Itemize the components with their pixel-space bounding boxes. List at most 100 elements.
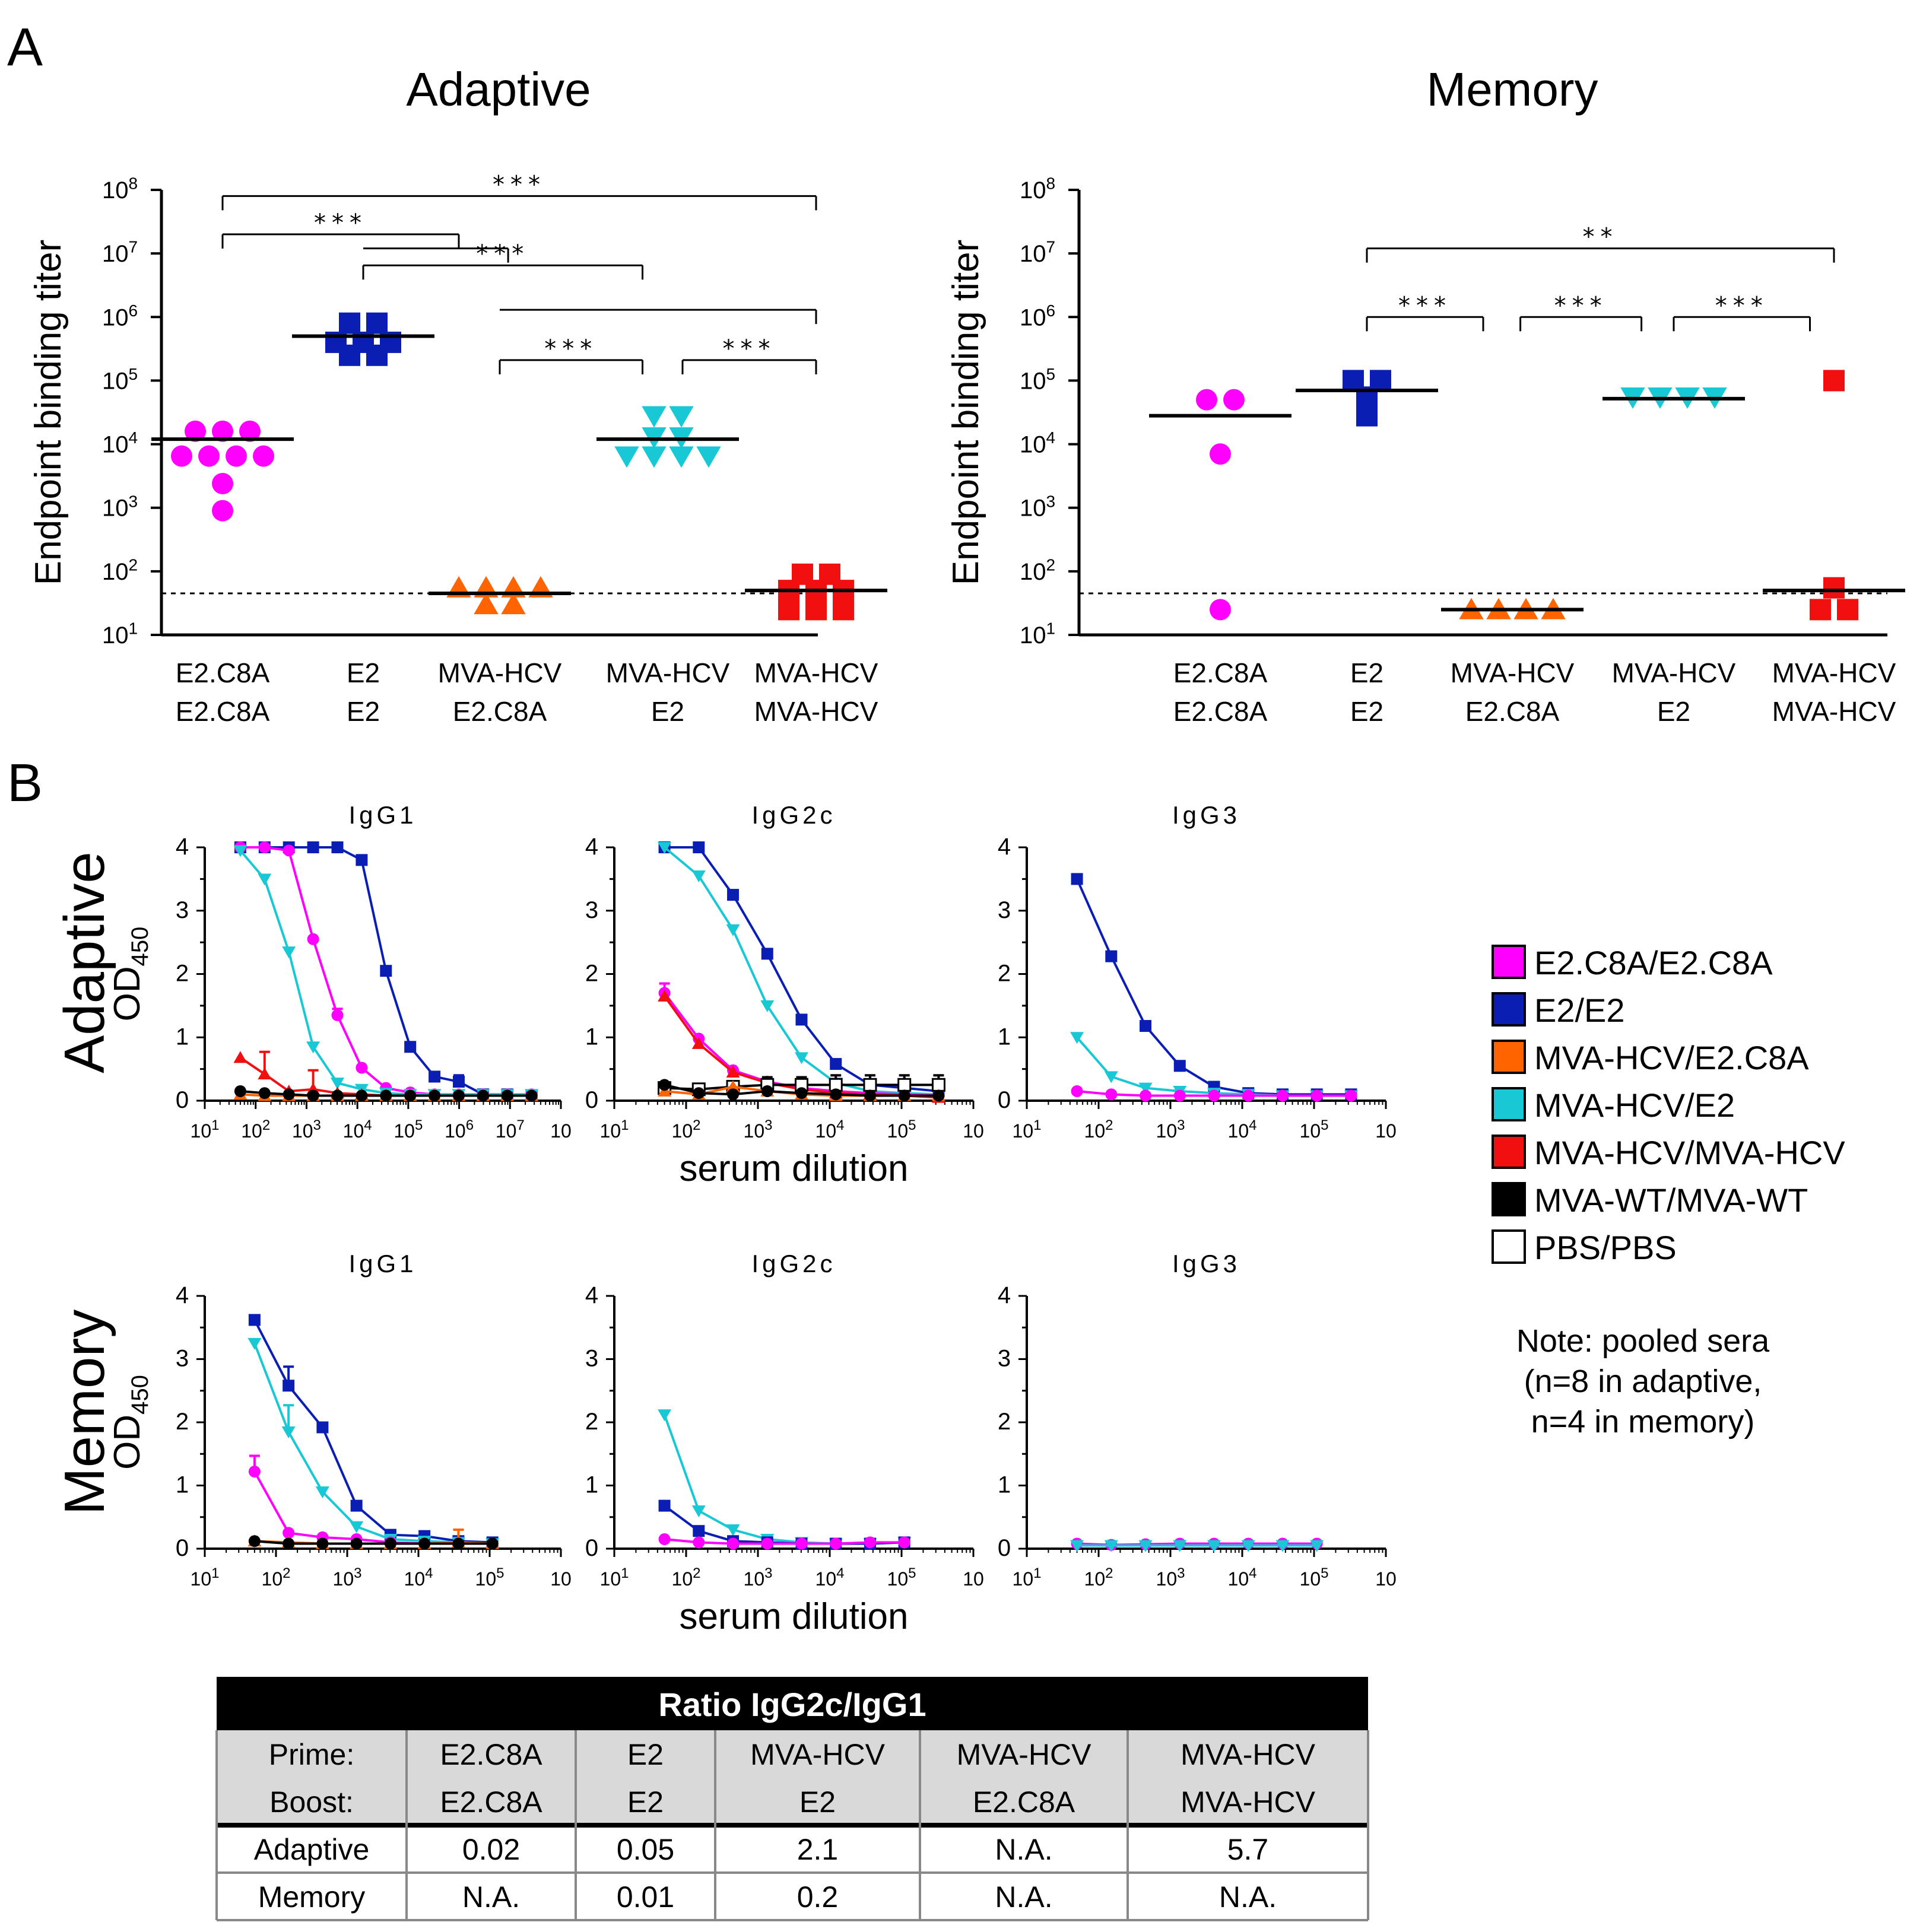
table-header-cell: E2.C8A — [440, 1738, 542, 1771]
y-tick-label: 3 — [176, 1346, 189, 1372]
data-point — [366, 312, 388, 334]
chart-title: IgG3 — [1172, 1250, 1240, 1278]
group-4: MVA-HCV MVA-HCV — [1763, 370, 1905, 727]
table-cell: 2.1 — [797, 1833, 839, 1866]
x-axis-label: serum dilution — [680, 1596, 909, 1637]
chart-title: IgG2c — [751, 1250, 836, 1278]
y-tick-label: 3 — [585, 1346, 598, 1372]
y-tick-label: 106 — [1020, 301, 1055, 331]
data-point — [691, 1505, 706, 1518]
data-point — [331, 1009, 344, 1021]
data-point — [830, 1537, 842, 1550]
data-point — [185, 420, 206, 442]
series-MVA-HCV/E2 — [247, 1337, 500, 1550]
table-cell: 0.2 — [797, 1880, 839, 1914]
data-point — [1810, 599, 1831, 621]
data-point — [316, 1537, 329, 1550]
significance-bracket: *** — [1519, 292, 1643, 332]
data-point — [727, 1537, 740, 1550]
data-point — [331, 841, 344, 853]
group-4: MVA-HCV MVA-HCV — [745, 563, 887, 727]
data-point — [658, 1079, 671, 1091]
data-point — [452, 1089, 465, 1102]
y-tick-label: 108 — [1020, 174, 1055, 204]
y-tick-label: 0 — [998, 1535, 1011, 1561]
chart-title: IgG1 — [348, 1250, 417, 1278]
category-label-line2: E2 — [1350, 696, 1383, 727]
row-label-memory: Memory — [53, 1310, 116, 1515]
category-label-line1: MVA-HCV — [754, 657, 878, 688]
table-cell: N.A. — [995, 1880, 1052, 1914]
x-tick-label: 103 — [1156, 1117, 1185, 1142]
od-chart-memory-igg2c: IgG2c 0 1 2 3 4 101 102 103 104 105 10 serum dilutio… — [585, 1250, 984, 1637]
data-point — [761, 948, 773, 960]
data-point — [356, 1062, 368, 1074]
category-label-line2: MVA-HCV — [754, 696, 878, 727]
series-line — [1075, 878, 1351, 1096]
legend: E2.C8A/E2.C8A E2/E2 MVA-HCV/E2.C8A MVA-HCV/… — [1492, 944, 1845, 1440]
category-label-line2: E2 — [651, 696, 684, 727]
data-point — [212, 420, 233, 442]
panel-label-b: B — [7, 754, 43, 813]
data-point — [253, 445, 274, 467]
data-point — [283, 1527, 295, 1539]
data-point — [307, 933, 319, 945]
data-point — [233, 845, 247, 857]
category-label-line2: E2.C8A — [1173, 696, 1268, 727]
data-point — [1173, 1060, 1186, 1072]
x-tick-label: 102 — [1084, 1117, 1113, 1142]
x-tick-label: 104 — [1228, 1117, 1257, 1142]
y-tick-label: 0 — [176, 1535, 189, 1561]
x-tick-label: 105 — [887, 1565, 916, 1590]
y-tick-label: 1 — [585, 1472, 598, 1498]
y-tick-label: 102 — [102, 555, 138, 584]
y-tick-label: 3 — [998, 1346, 1011, 1372]
y-tick-label: 107 — [102, 238, 138, 267]
data-point — [474, 593, 499, 615]
x-tick-label: 10 — [1375, 1120, 1397, 1142]
x-tick-label: 101 — [191, 1565, 220, 1590]
category-label-line2: MVA-HCV — [1772, 696, 1896, 727]
data-point — [212, 500, 233, 522]
data-point — [248, 1466, 261, 1478]
data-point — [1345, 1089, 1357, 1102]
data-point — [282, 946, 296, 959]
table-header-cell: MVA-HCV — [957, 1738, 1092, 1771]
data-point — [727, 1088, 740, 1101]
data-point — [1207, 1540, 1221, 1552]
x-tick-label: 102 — [262, 1565, 291, 1590]
data-point — [1370, 370, 1391, 392]
x-axis-label: serum dilution — [680, 1148, 909, 1189]
y-tick-label: 1 — [176, 1472, 189, 1498]
significance-label: *** — [314, 209, 367, 237]
data-point — [819, 563, 840, 585]
y-tick-label: 0 — [585, 1535, 598, 1561]
data-point — [525, 1089, 538, 1102]
legend-swatch — [1492, 1182, 1526, 1216]
y-tick-label: 107 — [1020, 238, 1055, 267]
x-tick-label: 105 — [1300, 1117, 1329, 1142]
significance-bracket: *** — [499, 335, 644, 374]
x-tick-label: 105 — [1300, 1565, 1329, 1590]
data-point — [830, 1088, 842, 1101]
data-point — [897, 1078, 912, 1092]
significance-bracket: *** — [221, 171, 817, 211]
data-point — [1275, 1540, 1290, 1552]
data-point — [198, 445, 220, 467]
y-tick-label: 2 — [176, 1409, 189, 1435]
table-header-cell: E2.C8A — [973, 1785, 1075, 1819]
data-point — [1071, 873, 1083, 885]
data-point — [658, 1533, 671, 1546]
data-point — [339, 312, 360, 334]
y-tick-label: 4 — [585, 1282, 598, 1308]
table-header-cell: E2 — [627, 1738, 664, 1771]
group-0: E2.C8A E2.C8A — [1149, 389, 1291, 727]
category-label-line1: MVA-HCV — [1612, 657, 1736, 688]
y-axis-label: Endpoint binding titer — [28, 240, 69, 586]
series-E2/E2 — [1071, 873, 1357, 1101]
x-tick-label: 104 — [815, 1117, 845, 1142]
data-point — [234, 1085, 246, 1097]
data-point — [281, 1426, 296, 1438]
data-point — [696, 446, 721, 468]
